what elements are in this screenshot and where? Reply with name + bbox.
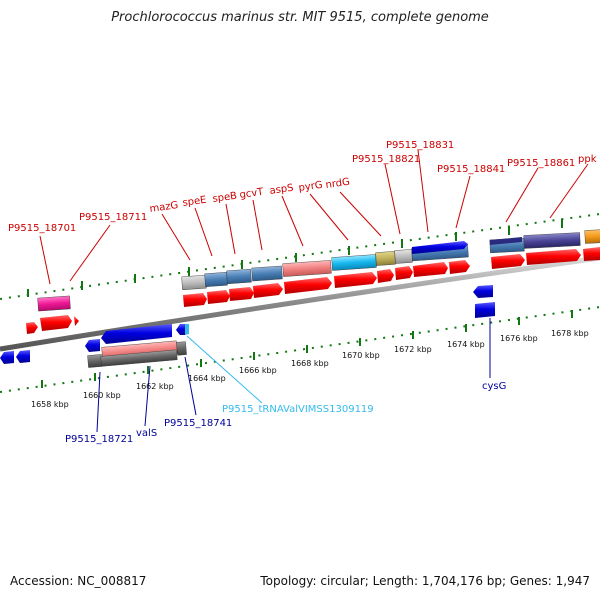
gene-label: P9515_18841 [437,164,505,175]
lower-callouts [96,318,491,433]
feature-olive [375,251,396,266]
gene-label: P9515_18711 [79,212,147,223]
gene-label: ppk [578,154,597,165]
tick-label: 1660 kbp [83,391,121,400]
tick-label: 1678 kbp [551,329,589,338]
feature-steel-2 [226,268,252,285]
gene-label: pyrG [298,180,323,194]
feature-steel-3 [251,265,283,282]
tick-label: 1666 kbp [239,366,277,375]
gene-label: nrdG [325,177,351,191]
tick-label: 1664 kbp [188,374,226,383]
gene-label: P9515_18741 [164,418,232,429]
feature-darkgray-3 [176,341,187,356]
gene-label: valS [136,428,157,439]
trna-callout [186,335,263,404]
gene-label: aspS [269,183,294,197]
tick-label: 1658 kbp [31,400,69,409]
scale-labels: 1658 kbp 1660 kbp 1662 kbp 1664 kbp 1666… [31,329,589,409]
gene-label: P9515_18701 [8,223,76,234]
gene-label: speE [182,195,207,209]
lower-major-ticks [41,310,573,388]
gene-arrow-blue-mixed [490,237,522,245]
gene-arrow-blue-top [412,241,468,254]
tick-label: 1674 kbp [447,340,485,349]
feature-darkgray-1 [87,354,103,368]
tick-label: 1668 kbp [291,359,329,368]
feature-cyan [331,254,377,271]
feature-gray-2 [394,249,413,264]
accession-text: Accession: NC_008817 [10,574,147,588]
lower-feature-row [87,340,187,368]
gene-label: speB [212,191,238,205]
gene-label: P9515_18861 [507,158,575,169]
feature-pink [37,295,71,312]
tick-label: 1662 kbp [136,382,174,391]
map-title: Prochlorococcus marinus str. MIT 9515, c… [111,10,489,25]
genome-backbone [0,255,600,352]
tick-label: 1670 kbp [342,351,380,360]
feature-gray-1 [181,274,207,291]
feature-darkgray-2 [100,349,178,367]
upper-gene-labels: P9515_18701 P9515_18711 mazG speE speB g… [8,140,597,234]
upper-callouts [39,149,589,285]
gene-label: P9515_18721 [65,434,133,445]
tick-label: 1672 kbp [394,345,432,354]
gene-label: P9515_tRNAValVIMSS1309119 [222,404,374,415]
lower-gene-labels: P9515_18721 valS P9515_18741 P9515_tRNAV… [65,381,506,445]
gene-label: P9515_18831 [386,140,454,151]
feature-indigo [523,232,581,249]
feature-steel-1 [204,272,228,287]
upper-major-ticks [27,219,563,297]
gene-label: P9515_18821 [352,154,420,165]
upper-cds-row [26,247,600,334]
feature-salmon-1 [282,260,332,277]
feature-orange [584,229,600,244]
gene-label: cysG [482,381,506,392]
gene-label: gcvT [239,187,265,201]
genome-summary-text: Topology: circular; Length: 1,704,176 bp… [260,574,590,588]
lower-gene-row [0,285,495,364]
gene-label: mazG [149,200,179,215]
tick-label: 1676 kbp [500,334,538,343]
